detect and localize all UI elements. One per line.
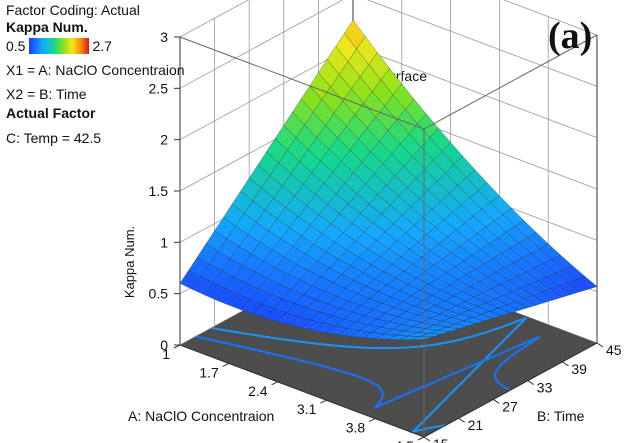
y-tick-label: 27: [502, 398, 518, 414]
z-tick-label: 2.5: [149, 80, 169, 96]
y-tick-mark: [458, 417, 465, 423]
axis-box-front: [179, 34, 598, 438]
y-tick-label: 21: [468, 417, 484, 433]
z-tick-label: 1.5: [149, 183, 169, 199]
axis-ticks: 0 0.5 1 1.5 2 2.5 3 1 1.7 2.4 3.1 3.8 4.5 15 21 27 33 39 4…: [149, 29, 622, 443]
z-tick-label: 1: [160, 234, 168, 250]
x-tick-label: 4.5: [395, 438, 415, 443]
surface-cell: [411, 336, 433, 341]
x-tick-label: 1.7: [199, 364, 219, 380]
panel-label: (a): [548, 15, 593, 57]
contour-line: [211, 316, 527, 434]
grid-line: [179, 0, 249, 38]
box-edge: [423, 342, 598, 438]
legend-min-label: 0.5: [6, 38, 26, 54]
y-tick-mark: [596, 342, 604, 348]
box-edge: [179, 344, 425, 438]
z-tick-label: 3: [160, 29, 168, 45]
y-tick-label: 45: [606, 342, 622, 358]
x-tick-label: 3.8: [346, 420, 366, 436]
box-edge: [423, 34, 598, 130]
y-tick-label: 39: [571, 361, 587, 377]
legend-max-label: 2.7: [92, 38, 112, 54]
x-tick-mark: [222, 362, 230, 367]
box-edge: [179, 36, 425, 130]
grid-line: [179, 45, 354, 141]
x-tick-mark: [320, 399, 327, 404]
color-legend: 0.5 2.7: [6, 37, 112, 55]
y-tick-mark: [492, 398, 500, 404]
x-tick-label: 2.4: [248, 383, 268, 399]
grid-line: [352, 45, 598, 139]
actual-factor-heading: Actual Factor: [6, 105, 96, 121]
x-tick-mark: [417, 436, 425, 441]
y-tick-label: 33: [537, 380, 553, 396]
z-tick-label: 0: [160, 337, 168, 353]
x1-definition: X1 = A: NaClO Concentraion: [6, 62, 185, 78]
factor-coding-text: Factor Coding: Actual: [6, 2, 140, 18]
y-axis-label: B: Time: [537, 408, 585, 424]
actual-factor-value: C: Temp = 42.5: [6, 130, 102, 146]
grid-line: [179, 0, 344, 89]
grid-line: [366, 0, 598, 87]
x-tick-mark: [173, 344, 181, 349]
y-tick-label: 15: [433, 436, 449, 443]
x-axis-label: A: NaClO Concentraion: [128, 408, 274, 424]
y-tick-mark: [527, 380, 535, 386]
x-tick-mark: [271, 381, 278, 386]
response-name: Kappa Num.: [6, 19, 88, 35]
x-tick-label: 3.1: [297, 401, 317, 417]
z-tick-label: 0.5: [149, 286, 169, 302]
grid-line: [503, 0, 598, 36]
y-tick-mark: [423, 436, 431, 442]
x-tick-label: 1: [162, 346, 170, 362]
response-surface: [179, 19, 598, 341]
x2-definition: X2 = B: Time: [6, 86, 87, 102]
z-axis-label: Kappa Num.: [122, 226, 137, 298]
x-tick-mark: [368, 418, 376, 423]
legend-colorbar: [29, 38, 90, 54]
z-tick-label: 2: [160, 132, 168, 148]
y-tick-mark: [562, 361, 569, 367]
contour-line: [195, 335, 541, 409]
